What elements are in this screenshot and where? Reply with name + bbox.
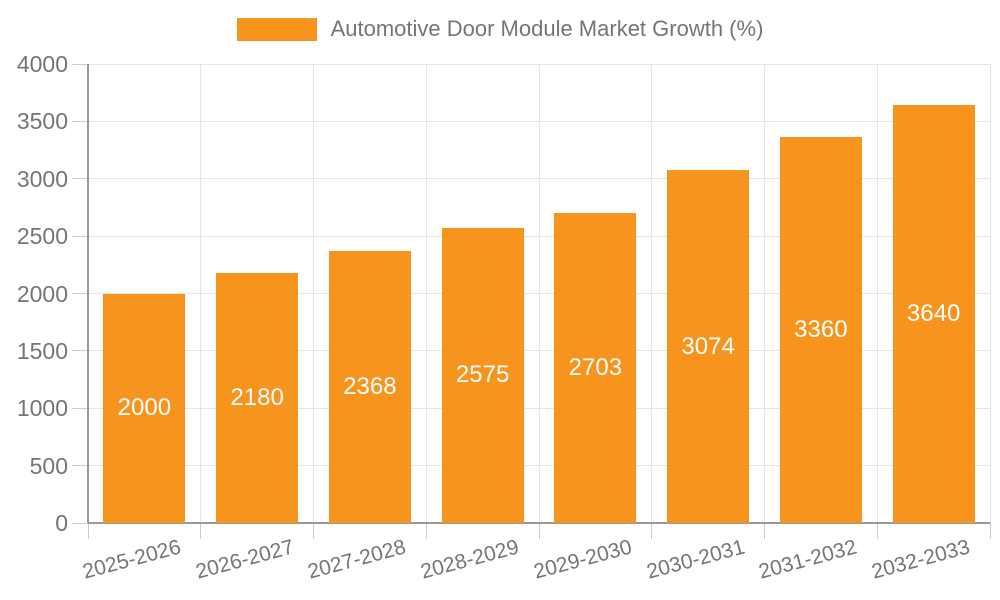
y-tick (72, 178, 88, 180)
y-axis-label: 500 (29, 452, 68, 479)
y-axis-line (87, 64, 89, 523)
x-tick (87, 523, 89, 539)
y-axis-label: 3500 (16, 108, 68, 135)
y-tick (72, 63, 88, 65)
x-gridline (425, 64, 427, 523)
x-axis-line (88, 522, 990, 524)
bar[interactable]: 3074 (667, 170, 750, 523)
y-axis-label: 1000 (16, 395, 68, 422)
y-tick (72, 235, 88, 237)
bar-value-label: 3360 (794, 316, 848, 344)
bar[interactable]: 2575 (441, 227, 524, 523)
bar[interactable]: 3360 (779, 137, 862, 523)
x-tick (425, 523, 427, 539)
x-tick (876, 523, 878, 539)
x-axis-label: 2031-2032 (756, 535, 860, 584)
y-axis-label: 2000 (16, 280, 68, 307)
y-tick (72, 522, 88, 524)
bar[interactable]: 2000 (103, 293, 186, 523)
bar-value-label: 3640 (906, 300, 961, 328)
legend-swatch (236, 17, 317, 41)
x-gridline (313, 64, 314, 523)
legend-label: Automotive Door Module Market Growth (%) (330, 16, 764, 41)
y-tick (72, 120, 88, 122)
x-gridline (651, 64, 653, 523)
x-gridline (876, 64, 878, 523)
bar-value-label: 2575 (455, 361, 510, 389)
x-gridline (989, 64, 991, 523)
bar[interactable]: 2180 (216, 272, 299, 523)
bar[interactable]: 2368 (328, 251, 411, 523)
bar-value-label: 2000 (117, 394, 172, 422)
x-axis-label: 2032-2033 (869, 535, 973, 584)
y-axis-label: 1500 (16, 337, 68, 364)
y-axis-label: 2500 (16, 223, 68, 250)
chart-legend[interactable]: Automotive Door Module Market Growth (%) (0, 16, 1000, 42)
x-tick (538, 523, 540, 539)
x-gridline (764, 64, 765, 523)
bar[interactable]: 3640 (892, 105, 975, 523)
x-tick (989, 523, 991, 539)
bar-value-label: 2180 (230, 383, 284, 411)
x-tick (764, 523, 765, 539)
y-axis-label: 4000 (16, 51, 68, 77)
bar[interactable]: 2703 (554, 212, 637, 523)
x-axis-label: 2029-2030 (531, 535, 635, 584)
y-tick (72, 465, 88, 467)
x-gridline (200, 64, 202, 523)
y-tick (72, 293, 88, 294)
x-tick (651, 523, 653, 539)
y-axis-label: 0 (55, 510, 68, 536)
x-axis-label: 2025-2026 (80, 535, 184, 584)
y-tick (72, 350, 88, 352)
y-tick (72, 407, 88, 409)
x-axis-label: 2027-2028 (305, 535, 409, 584)
x-tick (313, 523, 314, 539)
x-gridline (538, 64, 540, 523)
bar-value-label: 2368 (343, 373, 397, 401)
x-tick (200, 523, 202, 539)
x-axis-label: 2030-2031 (644, 535, 747, 584)
bar-value-label: 3074 (681, 332, 735, 360)
bar-value-label: 2703 (568, 353, 623, 381)
x-axis-label: 2026-2027 (193, 535, 296, 584)
x-axis-label: 2028-2029 (418, 535, 522, 584)
y-axis-label: 3000 (16, 165, 68, 192)
